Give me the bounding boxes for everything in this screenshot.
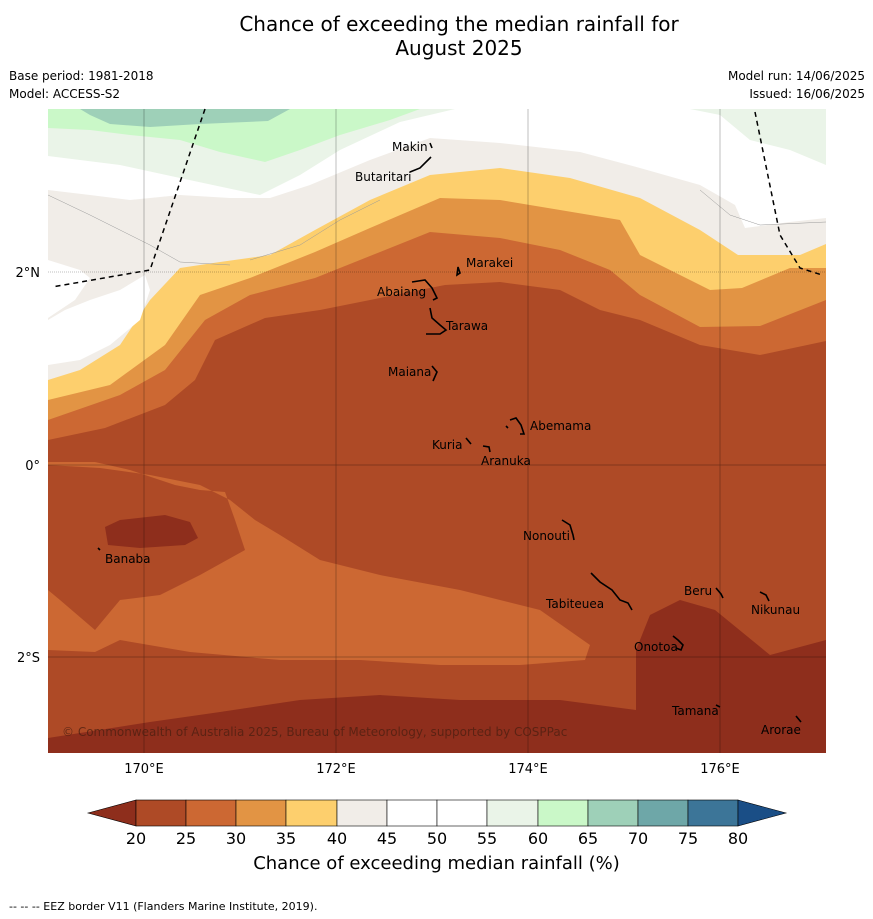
colorbar-70-75 [637, 799, 689, 827]
contour-layers [48, 109, 826, 753]
island-label-arorae: Arorae [761, 723, 801, 737]
model-run: Model run: 14/06/2025 [727, 69, 865, 83]
contour-lines [48, 189, 826, 266]
copyright-notice: © Commonwealth of Australia 2025, Bureau… [62, 725, 567, 739]
colorbar-25-30 [185, 799, 237, 827]
band-white-hole [48, 260, 90, 318]
colorbar-tick-35: 35 [275, 829, 297, 848]
colorbar-below-20 [86, 799, 137, 827]
eez-footnote: -- -- -- EEZ border V11 (Flanders Marine… [9, 900, 318, 913]
colorbar-tick-80: 80 [727, 829, 749, 848]
title-line-2: August 2025 [395, 36, 523, 60]
colorbar-tick-50: 50 [426, 829, 448, 848]
makin-island [429, 142, 433, 149]
butaritari-island [409, 156, 432, 173]
island-label-abaiang: Abaiang [377, 285, 426, 299]
beru-island [715, 587, 724, 599]
island-label-beru: Beru [684, 584, 712, 598]
band-white-left [48, 275, 150, 365]
island-label-marakei: Marakei [466, 256, 513, 270]
abaiang-island [411, 279, 439, 301]
lat-label-2n: 2°N [16, 266, 41, 281]
tabiteuea-island [590, 572, 633, 611]
lon-label-172e: 172°E [316, 762, 356, 777]
colorbar-20-25 [135, 799, 187, 827]
colorbar-tick-75: 75 [677, 829, 699, 848]
lat-label-2s: 2°S [17, 651, 40, 666]
colorbar-40-45 [336, 799, 388, 827]
island-label-nonouti: Nonouti [523, 529, 570, 543]
colorbar-65-70 [587, 799, 639, 827]
colorbar-60-65 [537, 799, 589, 827]
colorbar-tick-65: 65 [577, 829, 599, 848]
island-label-nikunau: Nikunau [751, 603, 800, 617]
arorae-island [795, 715, 802, 723]
island-label-maiana: Maiana [388, 365, 431, 379]
island-label-abemama: Abemama [530, 419, 591, 433]
colorbar-tick-25: 25 [175, 829, 197, 848]
lon-label-174e: 174°E [508, 762, 548, 777]
tarawa-island [426, 307, 448, 335]
tamana-island [715, 704, 721, 708]
band-blob-below-20 [105, 515, 198, 548]
island-label-tabiteuea: Tabiteuea [545, 597, 604, 611]
nonouti-island [561, 519, 575, 541]
metadata-left: Base period: 1981-2018 Model: ACCESS-S2 [9, 67, 154, 103]
colorbar-75-80 [687, 799, 739, 827]
island-label-banaba: Banaba [105, 552, 151, 566]
map-title: Chance of exceeding the median rainfall … [0, 12, 873, 60]
base-period: Base period: 1981-2018 [9, 69, 154, 83]
nikunau-island [759, 591, 770, 602]
island-label-aranuka: Aranuka [481, 454, 531, 468]
kuria-island [465, 437, 472, 445]
model-name: Model: ACCESS-S2 [9, 87, 121, 101]
colorbar-tick-45: 45 [376, 829, 398, 848]
abemama-island [505, 417, 526, 435]
banaba-island [97, 547, 101, 551]
colorbar-tick-20: 20 [125, 829, 147, 848]
colorbar-35-40 [285, 799, 338, 827]
colorbar-tick-30: 30 [225, 829, 247, 848]
colorbar-30-35 [235, 799, 287, 827]
colorbar-tick-70: 70 [627, 829, 649, 848]
island-label-butaritari: Butaritari [355, 170, 412, 184]
eez-border [51, 108, 823, 288]
colorbar-45-50 [386, 799, 438, 827]
colorbar [86, 799, 788, 827]
lon-label-170e: 170°E [124, 762, 164, 777]
maiana-island [431, 365, 438, 382]
axis-labels: 170°E 172°E 174°E 176°E 2°N 0° 2°S [16, 266, 740, 777]
island-label-kuria: Kuria [432, 438, 463, 452]
graticule [48, 109, 826, 753]
colorbar-tick-55: 55 [476, 829, 498, 848]
colorbar-55-60 [486, 799, 539, 827]
island-label-tamana: Tamana [671, 704, 719, 718]
colorbar-tick-40: 40 [326, 829, 348, 848]
metadata-right: Model run: 14/06/2025 Issued: 16/06/2025 [728, 67, 865, 103]
island-labels: Makin Butaritari Marakei Abaiang Tarawa … [105, 140, 801, 737]
lat-label-0: 0° [25, 459, 40, 474]
colorbar-tick-60: 60 [527, 829, 549, 848]
island-label-onotoa: Onotoa [634, 640, 678, 654]
onotoa-island [672, 635, 684, 652]
band-65-70 [80, 109, 290, 127]
title-line-1: Chance of exceeding the median rainfall … [239, 12, 679, 36]
colorbar-label: Chance of exceeding median rainfall (%) [253, 853, 620, 874]
island-label-tarawa: Tarawa [445, 319, 488, 333]
island-label-makin: Makin [392, 140, 428, 154]
island-outlines [97, 142, 802, 723]
lon-label-176e: 176°E [700, 762, 740, 777]
colorbar-above-80 [737, 799, 788, 827]
aranuka-island [482, 445, 491, 453]
colorbar-50-55 [436, 799, 488, 827]
marakei-island [455, 266, 461, 277]
issued-date: Issued: 16/06/2025 [749, 87, 865, 101]
